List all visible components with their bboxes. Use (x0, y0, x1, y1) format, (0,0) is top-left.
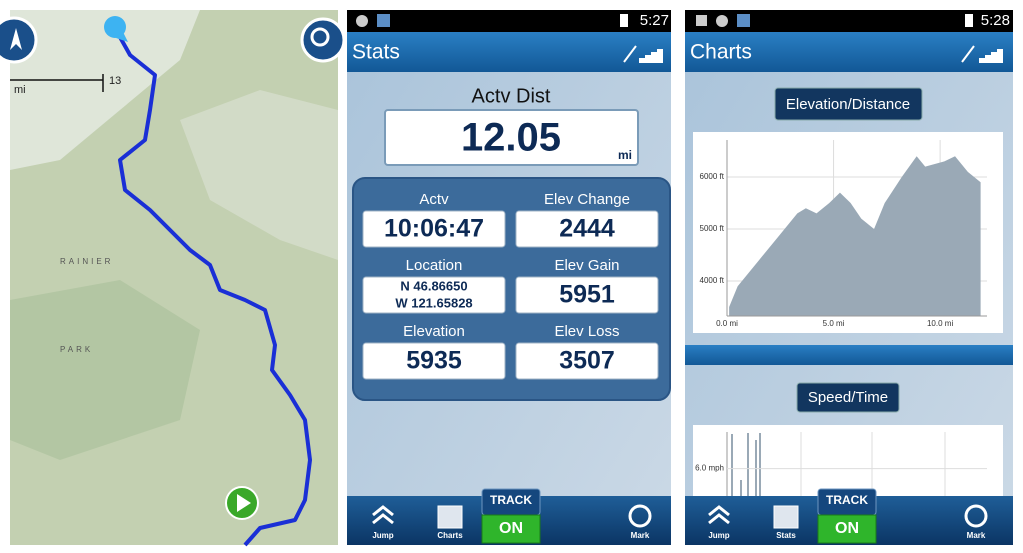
cell-box (362, 276, 506, 314)
terrain (10, 280, 200, 460)
elevation-chart: 4000 ft 5000 ft 6000 ft 0.0 mi 5.0 mi 10.0 mi (700, 140, 987, 328)
gps-signal-icon (961, 45, 1003, 63)
status-icon (716, 15, 728, 27)
headline-box (384, 109, 639, 166)
track-state-button[interactable] (481, 514, 541, 544)
track-state-button[interactable] (817, 514, 877, 544)
cell-value: W 121.65828 (395, 295, 472, 310)
jump-icon[interactable] (372, 505, 394, 525)
chart-area (693, 425, 1003, 497)
toolbar-label: Charts (437, 531, 463, 540)
cell-label: Actv (419, 191, 449, 208)
x-tick-label: 5.0 mi (823, 319, 845, 328)
screen-title: Stats (352, 41, 400, 64)
headline-label: Actv Dist (472, 85, 551, 107)
cell-label: Location (406, 257, 463, 274)
divider-bar (685, 345, 1013, 365)
play-icon[interactable] (237, 494, 251, 512)
mark-icon[interactable] (964, 504, 988, 528)
jump-icon[interactable] (708, 505, 730, 525)
compass-icon (10, 28, 22, 50)
header-bar (685, 32, 1013, 72)
cell-value: 5935 (406, 347, 462, 375)
stats-cells: Actv 10:06:47 Elev Change 2444 Location N 46.… (362, 191, 659, 380)
scale-value: 13 (109, 75, 121, 87)
track-label: TRACK (490, 493, 532, 507)
elevation-area (729, 156, 981, 316)
cell-value: N 46.86650 (400, 278, 467, 293)
headline-value: 12.05 (461, 116, 561, 160)
track-state: ON (499, 520, 523, 537)
cell-box (515, 276, 659, 314)
speed-chart: 6.0 mph (695, 432, 987, 496)
status-icon (737, 14, 750, 27)
y-tick-label: 4000 ft (700, 276, 725, 285)
y-tick-label: 6.0 mph (695, 464, 724, 473)
header-bar (347, 32, 671, 72)
battery-icon (620, 14, 628, 27)
cell-label: Elev Gain (554, 257, 619, 274)
start-marker-pointer (116, 30, 128, 42)
toolbar-label: Stats (776, 531, 796, 540)
map-label: RAINIER (60, 257, 113, 266)
map-panel: 13 mi RAINIER PARK (0, 10, 346, 547)
charts-screen: 5:28 Charts Elevation/Distance 4000 ft 50… (685, 10, 1013, 545)
x-tick-label: 10.0 mi (927, 319, 953, 328)
battery-icon (965, 14, 973, 27)
terrain (180, 90, 338, 260)
cell-box (515, 210, 659, 248)
toolbar-label: Mark (631, 531, 650, 540)
cell-label: Elev Change (544, 191, 630, 208)
chart-title: Speed/Time (808, 389, 888, 406)
status-time: 5:27 (640, 12, 669, 29)
status-time: 5:28 (981, 12, 1010, 29)
headline-unit: mi (618, 148, 632, 162)
toolbar-label: Mark (967, 531, 986, 540)
mark-icon[interactable] (628, 504, 652, 528)
gps-signal-icon (623, 45, 663, 63)
middle-icon[interactable] (773, 505, 799, 529)
cell-label: Elevation (403, 323, 465, 340)
cell-label: Elev Loss (554, 323, 619, 340)
toolbar-items: Jump Charts TRACK ON Mark (372, 488, 652, 544)
track-label: TRACK (826, 493, 868, 507)
speed-spike (731, 433, 761, 496)
cell-value: 5951 (559, 281, 615, 309)
status-icon (696, 15, 707, 26)
toolbar-label: Jump (372, 531, 393, 540)
middle-icon[interactable] (437, 505, 463, 529)
cell-value: 3507 (559, 347, 615, 375)
x-tick-label: 0.0 mi (716, 319, 738, 328)
search-icon (310, 27, 330, 47)
map-label: PARK (60, 345, 93, 354)
chart-title-button[interactable] (774, 87, 923, 121)
cell-box (362, 342, 506, 380)
y-tick-label: 5000 ft (700, 224, 725, 233)
status-bar (685, 10, 1013, 32)
scale-unit: mi (14, 84, 26, 96)
toolbar-label: Jump (708, 531, 729, 540)
screen-title: Charts (690, 41, 752, 64)
cell-box (515, 342, 659, 380)
chart-title: Elevation/Distance (786, 96, 910, 113)
chart-title-button[interactable] (796, 382, 900, 413)
cell-box (362, 210, 506, 248)
status-icon (356, 15, 368, 27)
y-tick-label: 6000 ft (700, 172, 725, 181)
status-icon (377, 14, 390, 27)
glacier-area (10, 10, 200, 170)
track-state: ON (835, 520, 859, 537)
cell-value: 10:06:47 (384, 215, 484, 243)
route (114, 29, 312, 547)
toolbar-items: Jump Stats TRACK ON Mark (708, 488, 988, 544)
search-button[interactable] (300, 17, 346, 63)
status-bar (347, 10, 671, 32)
stats-screen: 5:27 Stats Actv Dist 12.05 mi Actv 10:06:… (347, 10, 671, 545)
cell-value: 2444 (559, 215, 615, 243)
